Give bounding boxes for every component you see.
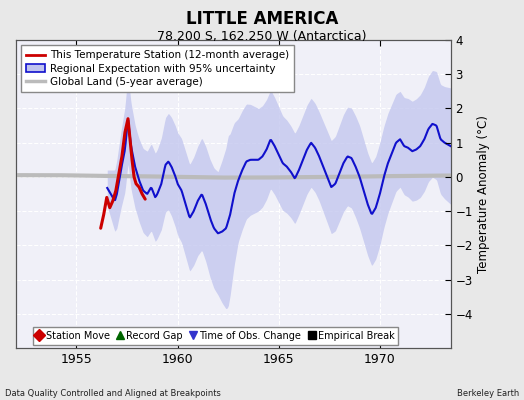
Y-axis label: Temperature Anomaly (°C): Temperature Anomaly (°C) bbox=[477, 115, 490, 273]
Text: Data Quality Controlled and Aligned at Breakpoints: Data Quality Controlled and Aligned at B… bbox=[5, 389, 221, 398]
Text: Berkeley Earth: Berkeley Earth bbox=[456, 389, 519, 398]
Text: 78.200 S, 162.250 W (Antarctica): 78.200 S, 162.250 W (Antarctica) bbox=[157, 30, 367, 43]
Text: LITTLE AMERICA: LITTLE AMERICA bbox=[186, 10, 338, 28]
Legend: Station Move, Record Gap, Time of Obs. Change, Empirical Break: Station Move, Record Gap, Time of Obs. C… bbox=[33, 327, 398, 345]
